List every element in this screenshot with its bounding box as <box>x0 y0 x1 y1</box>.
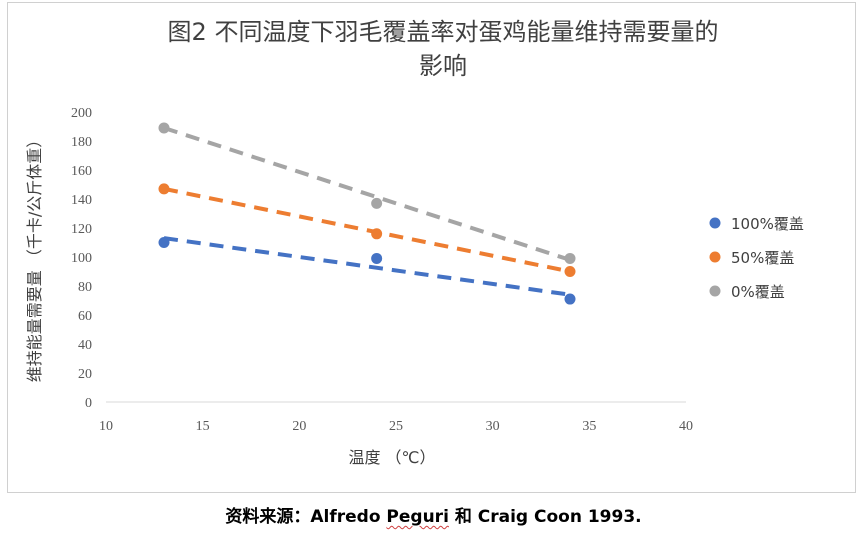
legend-label: 50%覆盖 <box>731 249 794 267</box>
y-tick-label: 60 <box>78 309 92 324</box>
data-point <box>371 228 383 240</box>
y-tick-label: 20 <box>78 367 92 382</box>
x-tick-labels: 10 15 20 25 30 35 40 <box>99 419 693 434</box>
trendlines <box>163 126 571 297</box>
trendline <box>163 126 571 262</box>
y-tick-label: 40 <box>78 338 92 353</box>
trendline <box>163 236 571 297</box>
data-point <box>158 237 170 248</box>
chart: 图2 不同温度下羽毛覆盖率对蛋鸡能量维持需要量的 影响 020406080100… <box>25 18 804 467</box>
legend-marker <box>709 251 721 263</box>
data-point <box>371 197 383 209</box>
x-tick-label: 20 <box>292 419 306 434</box>
data-point <box>371 252 383 264</box>
data-point <box>158 183 170 195</box>
y-tick-label: 120 <box>71 222 92 237</box>
caption-author-surname: Peguri <box>386 507 449 527</box>
legend-marker <box>709 285 721 297</box>
x-axis-label: 温度 （℃） <box>348 448 435 467</box>
x-tick-label: 25 <box>389 419 403 434</box>
y-tick-label: 160 <box>71 164 92 179</box>
legend-marker <box>709 217 721 229</box>
chart-title-line-2: 影响 <box>419 52 467 80</box>
y-tick-label: 80 <box>78 280 92 295</box>
chart-frame <box>7 2 856 493</box>
data-point <box>564 293 576 305</box>
x-tick-label: 15 <box>196 419 210 434</box>
y-tick-label: 140 <box>71 193 92 208</box>
y-tick-label: 100 <box>71 251 92 266</box>
legend-label: 0%覆盖 <box>731 283 785 301</box>
legend: 100%覆盖 50%覆盖 0%覆盖 <box>709 215 804 301</box>
data-point <box>564 252 576 264</box>
x-tick-label: 10 <box>99 419 113 434</box>
x-tick-label: 35 <box>582 419 596 434</box>
data-points <box>158 122 576 305</box>
y-axis-label: 维持能量需要量 （千卡/公斤体重） <box>25 132 44 382</box>
x-tick-label: 30 <box>486 419 500 434</box>
y-tick-label: 200 <box>71 106 92 121</box>
chart-title-line-1: 图2 不同温度下羽毛覆盖率对蛋鸡能量维持需要量的 <box>168 18 719 46</box>
data-point <box>158 122 170 134</box>
y-tick-labels: 0 20 40 60 80 100 120 140 160 180 200 <box>71 106 92 411</box>
y-tick-label: 180 <box>71 135 92 150</box>
data-point <box>564 266 576 277</box>
x-tick-label: 40 <box>679 419 693 434</box>
y-tick-label: 0 <box>85 396 92 411</box>
caption-prefix: 资料来源：Alfredo <box>225 507 387 527</box>
source-caption: 资料来源：Alfredo Peguri 和 Craig Coon 1993. <box>0 502 867 527</box>
legend-label: 100%覆盖 <box>731 215 804 233</box>
caption-suffix: 和 Craig Coon 1993. <box>448 507 642 527</box>
trendline <box>163 186 571 274</box>
